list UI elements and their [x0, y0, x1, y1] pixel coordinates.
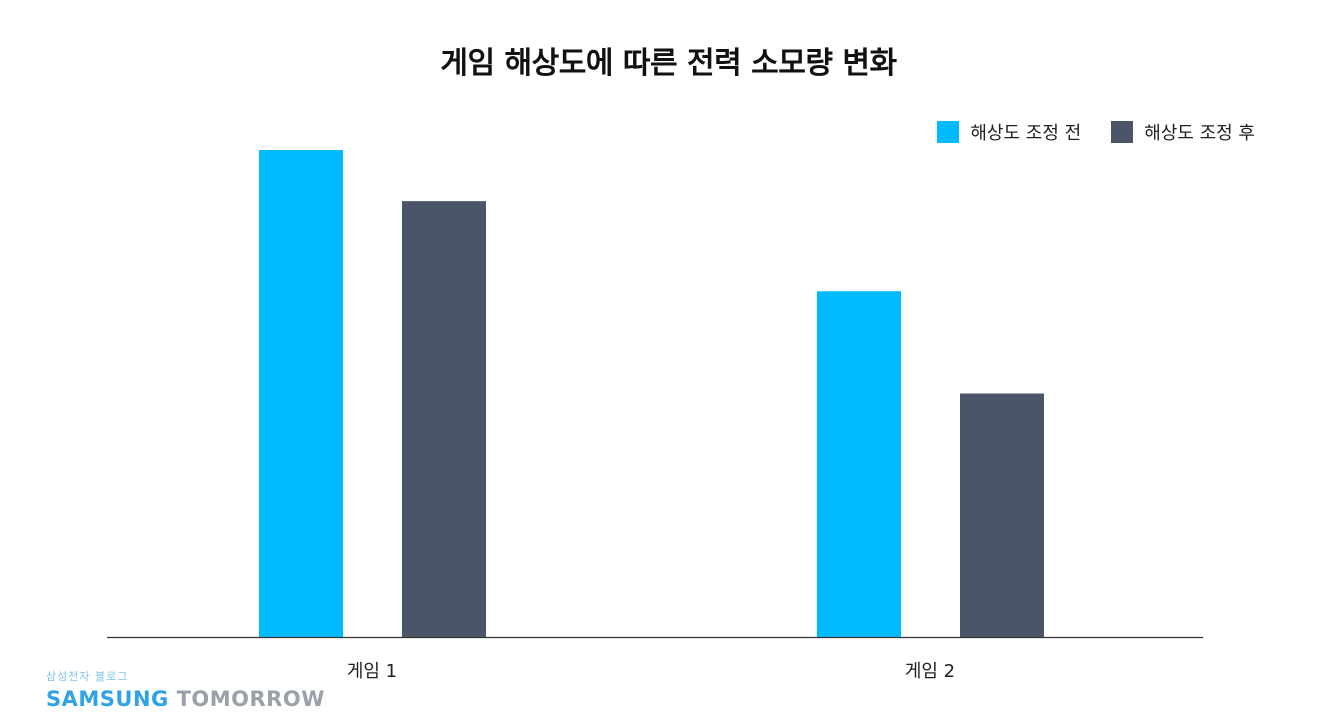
bar-before-1	[259, 150, 343, 637]
bar-after-1	[402, 201, 486, 637]
logo-brand-primary: SAMSUNG	[46, 687, 169, 711]
logo-brand-secondary: TOMORROW	[176, 687, 325, 711]
chart-legend: 해상도 조정 전 해상도 조정 후	[937, 119, 1255, 145]
legend-label-after: 해상도 조정 후	[1144, 123, 1255, 144]
legend-swatch-after	[1111, 121, 1134, 143]
bar-after-2	[960, 393, 1044, 637]
legend-item-before: 해상도 조정 전	[937, 119, 1081, 145]
chart-title: 게임 해상도에 따른 전력 소모량 변화	[440, 46, 897, 81]
x-tick-label: 게임 2	[905, 661, 955, 682]
legend-item-after: 해상도 조정 후	[1111, 119, 1255, 145]
logo-brand-text: SAMSUNG TOMORROW	[46, 687, 325, 711]
x-tick-label: 게임 1	[347, 661, 397, 682]
legend-swatch-before	[937, 121, 960, 143]
bar-before-2	[817, 291, 901, 637]
logo-korean-text: 삼성전자 블로그	[46, 670, 129, 683]
samsung-tomorrow-logo: 삼성전자 블로그 SAMSUNG TOMORROW	[46, 668, 325, 711]
legend-label-before: 해상도 조정 전	[970, 123, 1082, 144]
